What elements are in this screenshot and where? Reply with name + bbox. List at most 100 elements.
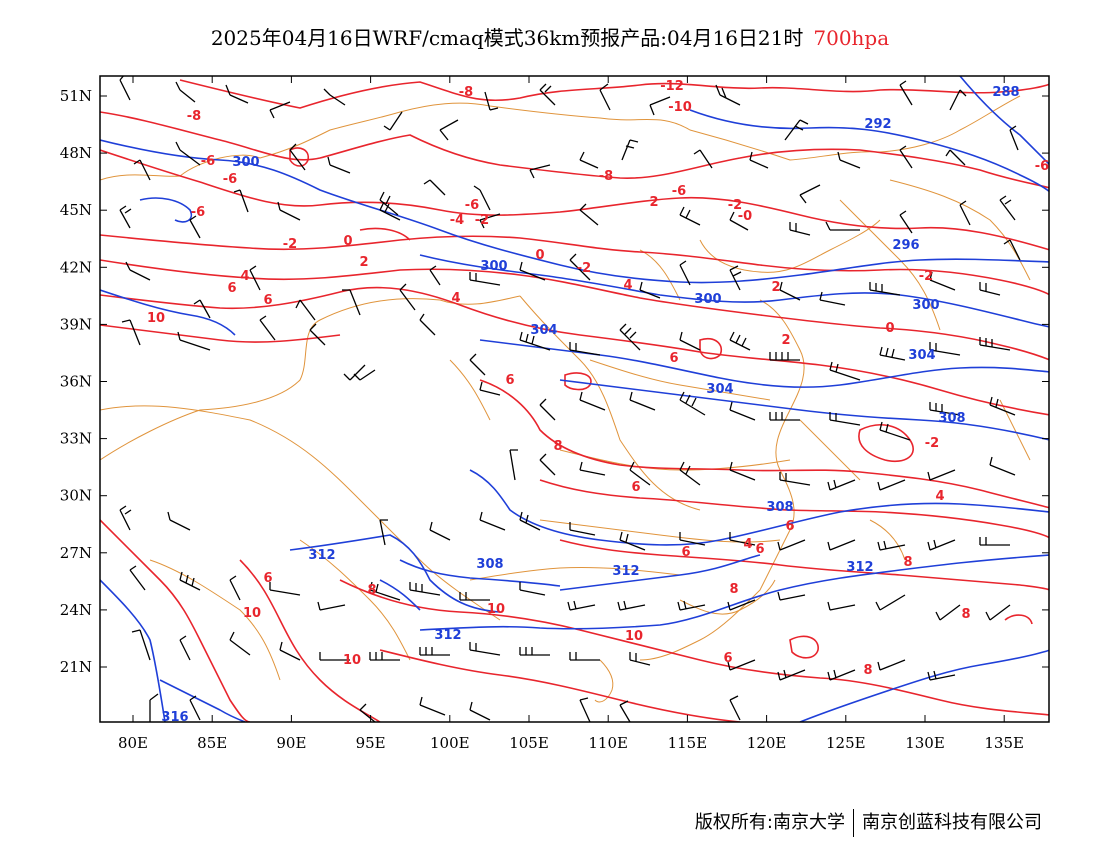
height-label: 300 [912, 298, 939, 313]
temp-label: 4 [451, 291, 460, 306]
lon-tick-label: 120E [747, 734, 787, 752]
temperature-labels: -12 -8 -8 -6 -6 -8 -10 -6 -4 -2 -2 0 -2 … [147, 79, 1049, 678]
temp-label: 6 [505, 373, 514, 388]
height-label: 312 [846, 560, 873, 575]
temp-label: -8 [187, 109, 201, 124]
lon-tick-label: 80E [118, 734, 148, 752]
temp-label: -2 [728, 198, 742, 213]
height-label: 300 [480, 259, 507, 274]
height-label: 304 [908, 348, 935, 363]
height-labels: 288 292 300 300 296 300 300 304 304 304 … [161, 85, 1019, 725]
temp-label: 0 [343, 234, 352, 249]
temp-label: 4 [240, 269, 249, 284]
lat-tick-label: 51N [60, 87, 92, 105]
copyright-footer: 版权所有:南京大学 南京创蓝科技有限公司 [695, 808, 1042, 837]
temp-label: 6 [263, 571, 272, 586]
temp-label: -8 [459, 85, 473, 100]
temp-label: 10 [487, 602, 505, 617]
pressure-level: 700hpa [813, 26, 890, 50]
temp-label: 10 [625, 629, 643, 644]
temp-label: -12 [660, 79, 684, 94]
temp-label: -4 [450, 213, 464, 228]
height-label: 312 [434, 628, 461, 643]
lat-tick-label: 27N [60, 544, 92, 562]
lon-tick-label: 110E [588, 734, 628, 752]
lon-tick-label: 85E [197, 734, 227, 752]
temp-label: -2 [925, 436, 939, 451]
temp-label: 10 [147, 311, 165, 326]
lat-tick-label: 39N [60, 315, 92, 333]
axis-ticks [100, 76, 1049, 722]
lon-tick-label: 95E [356, 734, 386, 752]
temp-label: 6 [785, 519, 794, 534]
temp-label: 6 [681, 545, 690, 560]
height-label: 292 [864, 117, 891, 132]
temp-label: 6 [723, 651, 732, 666]
longitude-tick-labels: 80E 85E 90E 95E 100E 105E 110E 115E 120E 125E 130E… [118, 734, 1024, 752]
lat-tick-label: 36N [60, 373, 92, 391]
height-label: 296 [892, 238, 919, 253]
height-label: 316 [161, 710, 188, 725]
lat-tick-label: 45N [60, 201, 92, 219]
temp-label: 2 [771, 280, 780, 295]
lat-tick-label: 30N [60, 487, 92, 505]
title-text: 2025年04月16日WRF/cmaq模式36km预报产品:04月16日21时 [210, 26, 804, 50]
temp-label: 2 [359, 255, 368, 270]
height-contours [100, 76, 1049, 722]
height-label: 300 [694, 292, 721, 307]
height-label: 312 [612, 564, 639, 579]
temp-label: -6 [223, 172, 237, 187]
temp-label: 6 [263, 293, 272, 308]
temp-label: -2 [577, 261, 591, 276]
temp-label: 8 [729, 582, 738, 597]
temp-label: 10 [243, 606, 261, 621]
plot-frame [99, 75, 1050, 723]
height-label: 304 [706, 382, 733, 397]
temp-label: -2 [283, 237, 297, 252]
temp-label: 2 [781, 333, 790, 348]
temp-label: 0 [885, 321, 894, 336]
temp-label: -0 [738, 209, 752, 224]
temp-label: 6 [227, 281, 236, 296]
height-label: 308 [476, 557, 503, 572]
temp-label: -6 [672, 184, 686, 199]
temp-label: -6 [191, 205, 205, 220]
temp-label: -8 [599, 169, 613, 184]
temp-label: -2 [475, 213, 489, 228]
temp-label: 4 [935, 489, 944, 504]
lat-tick-label: 48N [60, 144, 92, 162]
wind-barbs [119, 76, 1021, 722]
temp-label: -6 [201, 154, 215, 169]
company-name: 南京创蓝科技有限公司 [862, 812, 1042, 833]
temp-label: 6 [631, 480, 640, 495]
lon-tick-label: 130E [905, 734, 945, 752]
temp-label: 2 [649, 195, 658, 210]
copyright-text: 版权所有:南京大学 [694, 812, 845, 833]
temp-label: -10 [668, 100, 692, 115]
temp-label: 8 [903, 555, 912, 570]
footer-divider [853, 809, 854, 837]
lon-tick-label: 115E [668, 734, 708, 752]
lon-tick-label: 90E [276, 734, 306, 752]
height-label: 288 [992, 85, 1019, 100]
boundary-layer [100, 95, 1031, 703]
temp-label: 8 [961, 607, 970, 622]
height-label: 304 [530, 323, 557, 338]
temp-label: 4 [623, 278, 632, 293]
temp-label: 6 [669, 351, 678, 366]
lat-tick-label: 42N [60, 258, 92, 276]
temp-label: 4 [743, 537, 752, 552]
temp-label: 8 [367, 583, 376, 598]
temp-label: 8 [553, 439, 562, 454]
temp-label: -2 [919, 269, 933, 284]
temp-label: -6 [1035, 159, 1049, 174]
height-label: 300 [232, 155, 259, 170]
lat-tick-label: 24N [60, 601, 92, 619]
lat-tick-label: 21N [60, 658, 92, 676]
height-label: 308 [938, 411, 965, 426]
temp-label: 6 [755, 542, 764, 557]
chart-title: 2025年04月16日WRF/cmaq模式36km预报产品:04月16日21时 7… [0, 22, 1100, 51]
temp-label: 8 [863, 663, 872, 678]
lon-tick-label: 100E [430, 734, 470, 752]
